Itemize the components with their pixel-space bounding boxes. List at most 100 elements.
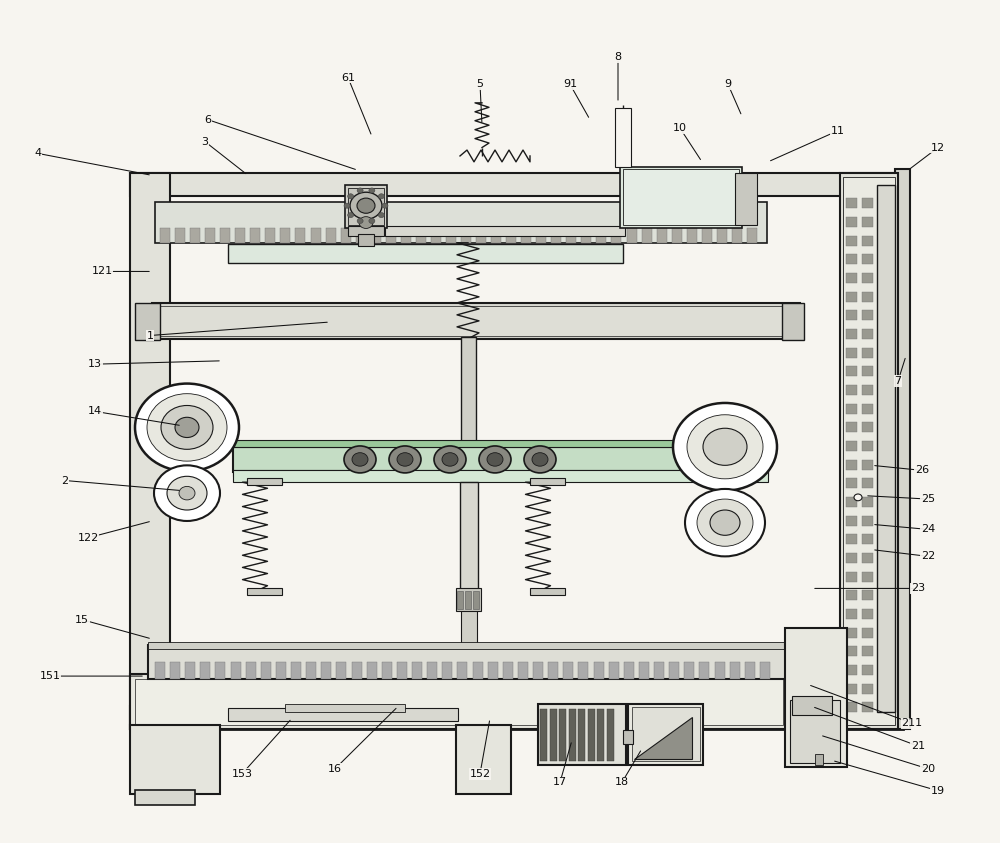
Bar (533, 662, 543, 679)
Text: 122: 122 (77, 533, 99, 543)
Bar (862, 684, 873, 694)
Bar (620, 167, 742, 228)
Bar (130, 173, 903, 196)
Bar (231, 662, 241, 679)
Circle shape (710, 510, 740, 535)
Bar (736, 175, 755, 223)
Bar (205, 228, 215, 243)
Bar (135, 679, 783, 725)
Bar (233, 470, 768, 476)
Bar (345, 185, 387, 228)
Circle shape (479, 446, 511, 473)
Bar (306, 662, 316, 679)
Bar (548, 662, 558, 679)
Bar (657, 228, 667, 243)
Bar (862, 329, 873, 339)
Bar (456, 725, 511, 794)
Bar (568, 709, 576, 761)
Bar (175, 228, 185, 243)
Bar (862, 478, 873, 488)
Bar (596, 228, 606, 243)
Bar (846, 572, 857, 582)
Bar (442, 662, 452, 679)
Circle shape (487, 453, 503, 466)
Bar (895, 169, 910, 729)
Bar (250, 228, 260, 243)
Bar (642, 228, 652, 243)
Bar (862, 647, 873, 657)
Bar (597, 709, 604, 761)
Text: 26: 26 (915, 465, 929, 475)
Text: 13: 13 (88, 359, 102, 369)
Bar (840, 173, 898, 729)
Bar (566, 228, 576, 243)
Bar (235, 228, 245, 243)
Bar (846, 441, 857, 451)
Circle shape (378, 212, 384, 217)
Text: 6: 6 (205, 115, 212, 125)
Bar (155, 662, 165, 679)
Bar (846, 273, 857, 283)
Bar (846, 534, 857, 545)
Bar (460, 482, 478, 592)
Bar (130, 706, 903, 729)
Bar (416, 228, 426, 243)
Circle shape (854, 494, 862, 501)
Bar (135, 303, 160, 340)
Text: 10: 10 (673, 123, 687, 133)
Circle shape (154, 465, 220, 521)
Bar (130, 173, 170, 729)
Bar (862, 198, 873, 208)
Bar (732, 228, 742, 243)
Bar (291, 662, 301, 679)
Text: 14: 14 (88, 406, 102, 416)
Text: 8: 8 (614, 52, 622, 62)
Text: 15: 15 (75, 615, 89, 625)
Bar (862, 273, 873, 283)
Bar (862, 217, 873, 227)
Bar (581, 228, 591, 243)
Circle shape (673, 403, 777, 491)
Text: 11: 11 (831, 126, 845, 136)
Bar (627, 228, 637, 243)
Bar (846, 647, 857, 657)
Bar (530, 478, 565, 485)
Text: 211: 211 (901, 718, 923, 728)
Circle shape (389, 446, 421, 473)
Bar (295, 228, 305, 243)
Bar (130, 725, 220, 794)
Bar (247, 588, 282, 595)
Bar (606, 709, 614, 761)
Text: 9: 9 (724, 79, 732, 89)
Bar (846, 255, 857, 265)
Bar (846, 217, 857, 227)
Bar (200, 662, 210, 679)
Text: 5: 5 (477, 79, 484, 89)
Text: 17: 17 (553, 777, 567, 787)
Circle shape (167, 476, 207, 510)
Text: 121: 121 (91, 266, 113, 277)
Bar (530, 588, 565, 595)
Bar (348, 188, 384, 225)
Text: 18: 18 (615, 777, 629, 787)
Bar (385, 226, 625, 236)
Bar (862, 292, 873, 302)
Bar (540, 709, 547, 761)
Bar (136, 304, 158, 338)
Bar (148, 642, 786, 649)
Bar (623, 169, 739, 225)
Bar (588, 709, 594, 761)
Bar (461, 228, 471, 243)
Circle shape (382, 203, 388, 208)
Text: 151: 151 (40, 671, 60, 681)
Bar (261, 662, 271, 679)
Bar (862, 310, 873, 320)
Bar (578, 709, 585, 761)
Bar (735, 173, 757, 225)
Bar (465, 591, 471, 609)
Bar (846, 329, 857, 339)
Bar (220, 228, 230, 243)
Bar (862, 347, 873, 357)
Text: 21: 21 (911, 741, 925, 751)
Bar (457, 662, 467, 679)
